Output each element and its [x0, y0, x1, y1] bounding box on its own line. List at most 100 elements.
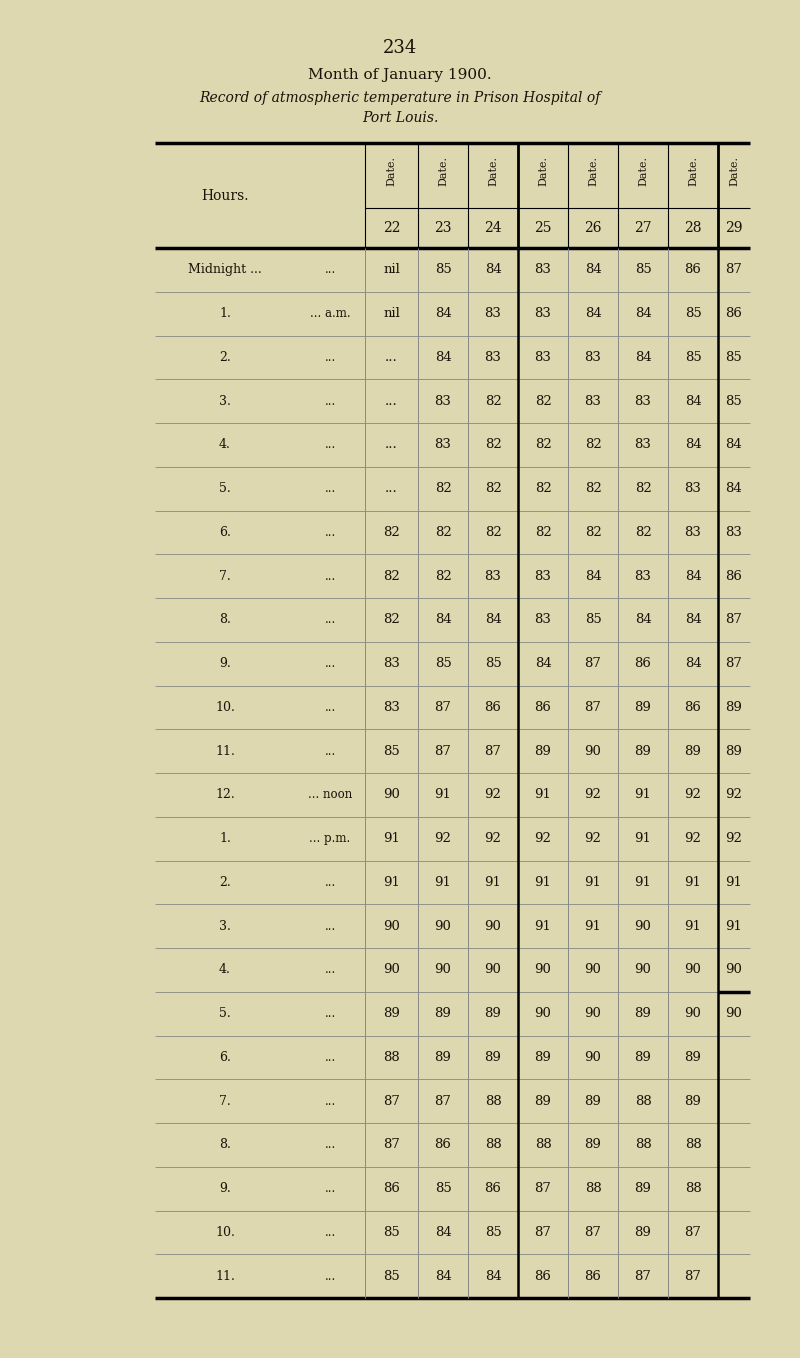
Text: 89: 89: [634, 1226, 651, 1238]
Text: 27: 27: [634, 221, 652, 235]
Text: ...: ...: [324, 263, 336, 277]
Text: 2.: 2.: [219, 876, 231, 889]
Text: 9.: 9.: [219, 1181, 231, 1195]
Text: 90: 90: [383, 919, 400, 933]
Text: 84: 84: [434, 1226, 451, 1238]
Text: 91: 91: [585, 876, 602, 889]
Text: 87: 87: [434, 1095, 451, 1108]
Text: 91: 91: [685, 876, 702, 889]
Text: Date.: Date.: [538, 156, 548, 186]
Text: 87: 87: [585, 657, 602, 669]
Text: ...: ...: [324, 614, 336, 626]
Text: 85: 85: [434, 1181, 451, 1195]
Text: ...: ...: [324, 526, 336, 539]
Text: ...: ...: [385, 439, 398, 451]
Text: 83: 83: [585, 395, 602, 407]
Text: 86: 86: [534, 1270, 551, 1282]
Text: 90: 90: [726, 963, 742, 976]
Text: 2.: 2.: [219, 350, 231, 364]
Text: 90: 90: [685, 963, 702, 976]
Text: 89: 89: [726, 744, 742, 758]
Text: 92: 92: [726, 789, 742, 801]
Text: 85: 85: [726, 395, 742, 407]
Text: 82: 82: [585, 526, 602, 539]
Text: 85: 85: [585, 614, 602, 626]
Text: 87: 87: [485, 744, 502, 758]
Text: 84: 84: [485, 614, 502, 626]
Text: 82: 82: [534, 439, 551, 451]
Text: 88: 88: [685, 1181, 702, 1195]
Text: 91: 91: [585, 919, 602, 933]
Text: 82: 82: [585, 439, 602, 451]
Text: 92: 92: [485, 789, 502, 801]
Text: 91: 91: [434, 876, 451, 889]
Text: Port Louis.: Port Louis.: [362, 111, 438, 125]
Text: 92: 92: [685, 832, 702, 845]
Text: 89: 89: [485, 1008, 502, 1020]
Text: 84: 84: [685, 569, 702, 583]
Text: 85: 85: [434, 657, 451, 669]
Text: 87: 87: [534, 1181, 551, 1195]
Text: ...: ...: [324, 569, 336, 583]
Text: 82: 82: [434, 482, 451, 496]
Text: 84: 84: [685, 395, 702, 407]
Text: ...: ...: [385, 350, 398, 364]
Text: ...: ...: [324, 1226, 336, 1238]
Text: ...: ...: [324, 744, 336, 758]
Text: 86: 86: [585, 1270, 602, 1282]
Text: 90: 90: [383, 963, 400, 976]
Text: 83: 83: [383, 657, 400, 669]
Text: 88: 88: [585, 1181, 602, 1195]
Text: 83: 83: [685, 526, 702, 539]
Text: 88: 88: [534, 1138, 551, 1152]
Text: 90: 90: [634, 963, 651, 976]
Text: 91: 91: [726, 876, 742, 889]
Text: Date.: Date.: [488, 156, 498, 186]
Text: 83: 83: [634, 569, 651, 583]
Text: 84: 84: [534, 657, 551, 669]
Text: 92: 92: [726, 832, 742, 845]
Text: 3.: 3.: [219, 919, 231, 933]
Text: 85: 85: [485, 1226, 502, 1238]
Text: 82: 82: [383, 569, 400, 583]
Text: ...: ...: [324, 657, 336, 669]
Text: 82: 82: [485, 395, 502, 407]
Text: 86: 86: [383, 1181, 400, 1195]
Text: 89: 89: [685, 1095, 702, 1108]
Text: 10.: 10.: [215, 1226, 235, 1238]
Text: 26: 26: [584, 221, 602, 235]
Text: 89: 89: [585, 1095, 602, 1108]
Text: 89: 89: [634, 1051, 651, 1063]
Text: 89: 89: [726, 701, 742, 714]
Text: 89: 89: [485, 1051, 502, 1063]
Text: 85: 85: [685, 307, 702, 320]
Text: 9.: 9.: [219, 657, 231, 669]
Text: 82: 82: [534, 526, 551, 539]
Text: Date.: Date.: [688, 156, 698, 186]
Text: 88: 88: [634, 1095, 651, 1108]
Text: Record of atmospheric temperature in Prison Hospital of: Record of atmospheric temperature in Pri…: [199, 91, 601, 105]
Text: 83: 83: [434, 439, 451, 451]
Text: 90: 90: [434, 919, 451, 933]
Text: 89: 89: [634, 744, 651, 758]
Text: 89: 89: [434, 1051, 451, 1063]
Text: 92: 92: [585, 789, 602, 801]
Text: 89: 89: [383, 1008, 400, 1020]
Text: 82: 82: [383, 526, 400, 539]
Text: 87: 87: [726, 614, 742, 626]
Text: 4.: 4.: [219, 963, 231, 976]
Text: 82: 82: [485, 439, 502, 451]
Text: 91: 91: [534, 789, 551, 801]
Text: 1.: 1.: [219, 307, 231, 320]
Text: 92: 92: [685, 789, 702, 801]
Text: 83: 83: [485, 307, 502, 320]
Text: 85: 85: [485, 657, 502, 669]
Text: 88: 88: [634, 1138, 651, 1152]
Text: ...: ...: [385, 395, 398, 407]
Text: 7.: 7.: [219, 1095, 231, 1108]
Text: 85: 85: [434, 263, 451, 277]
Text: 84: 84: [634, 307, 651, 320]
Text: 90: 90: [534, 1008, 551, 1020]
Text: ...: ...: [324, 1008, 336, 1020]
Text: ...: ...: [324, 439, 336, 451]
